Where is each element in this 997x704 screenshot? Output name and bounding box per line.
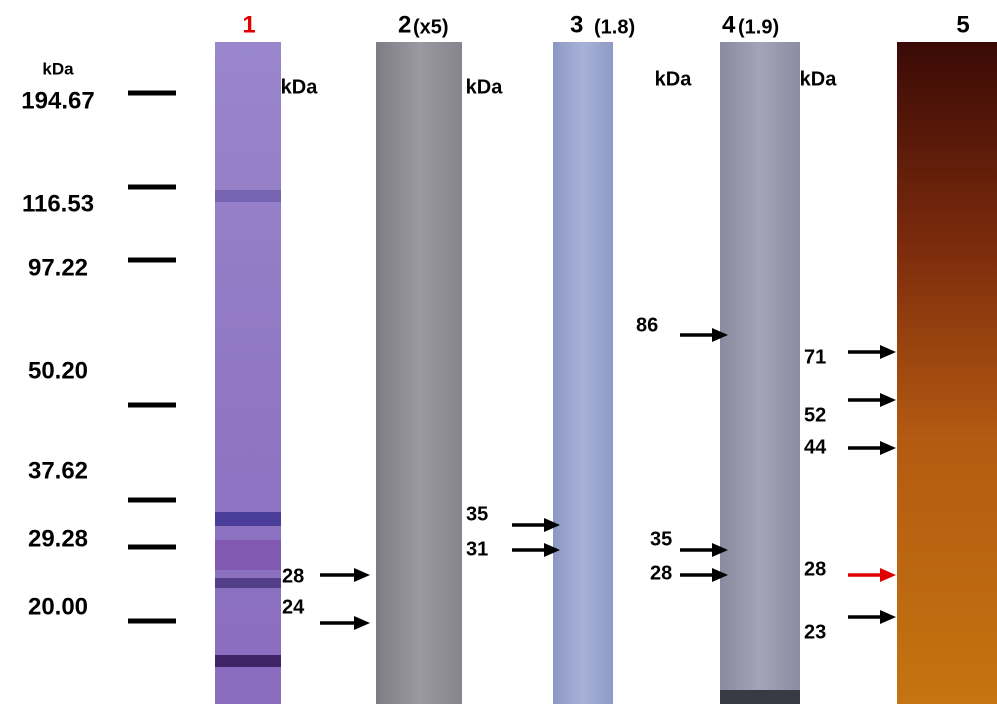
band-label: 52 [804,404,826,426]
marker-ticks [128,93,176,621]
band-label: 31 [466,538,488,560]
marker-label: 37.62 [28,457,88,484]
marker-label: 116.53 [22,190,94,217]
lane-label: 1 [242,11,255,38]
lane-5-gel [897,42,997,704]
lane-note: (x5) [413,16,449,38]
band-label: 71 [804,346,826,368]
unit-label: kDa [466,76,504,98]
marker-label: 29.28 [28,525,88,552]
band-label: 28 [804,558,826,580]
marker-label: 50.20 [28,357,88,384]
lane-label: 3 [570,11,583,38]
band-label: 28 [282,565,304,587]
marker-label: 97.22 [28,254,88,281]
lane-3-gel [553,42,613,704]
lane-label: 5 [956,11,969,38]
band-label: 86 [636,314,658,336]
lane-note: (1.8) [594,16,635,38]
unit-label: kDa [655,68,693,90]
lane-1-gel [215,42,281,704]
marker-label: 20.00 [28,593,88,620]
band-label: 28 [650,562,672,584]
page: { "marker": { "unit": "kDa", "labels": [… [0,0,997,704]
gel-figure: 1 2 (x5) 3 (1.8) 4 (1.9) 5 kDa 194.67 11… [0,0,997,704]
unit-label: kDa [800,68,838,90]
lane-4-gel [720,42,800,704]
lane-label: 4 [722,11,736,38]
band-label: 44 [804,436,827,458]
band-label: 35 [650,528,672,550]
band-label: 23 [804,621,826,643]
band-label: 24 [282,596,305,618]
lane-note: (1.9) [738,16,779,38]
lane-label: 2 [398,11,411,38]
marker-unit: kDa [42,59,74,78]
marker-label: 194.67 [21,87,94,114]
unit-label: kDa [281,76,319,98]
lane-2-gel [376,42,462,704]
band-label: 35 [466,503,488,525]
